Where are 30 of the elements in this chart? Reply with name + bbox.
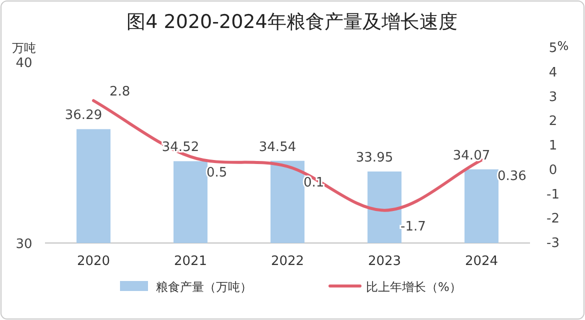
data-label: 2.8 <box>110 84 130 100</box>
y2-tick-label: 4 <box>548 65 558 80</box>
data-label: 0.36 <box>498 169 526 184</box>
y2-tick-label: 0 <box>548 162 558 178</box>
y2-tick-label: -3 <box>546 236 560 251</box>
legend-label: 粮食产量（万吨） <box>156 280 252 294</box>
data-label: 36.29 <box>64 108 102 124</box>
x-tick-label: 2024 <box>464 254 498 269</box>
y2-axis-title: % <box>557 39 569 53</box>
x-tick-label: 2023 <box>368 254 402 269</box>
y2-tick-label: -2 <box>546 212 560 227</box>
data-label: 33.95 <box>356 150 394 166</box>
x-tick-label: 2021 <box>174 254 208 269</box>
y-tick-label: 40 <box>16 56 32 71</box>
data-label: 34.54 <box>258 140 296 155</box>
y-axis-title: 万吨 <box>12 41 36 55</box>
x-tick-label: 2022 <box>270 254 304 269</box>
data-label: -1.7 <box>400 219 426 234</box>
data-label: 34.07 <box>452 148 490 164</box>
data-label: 0.1 <box>304 175 324 190</box>
x-tick-label: 2020 <box>76 254 110 269</box>
y2-tick-label: -1 <box>546 187 560 202</box>
y-tick-label: 30 <box>16 237 32 252</box>
data-label: 0.5 <box>206 166 228 181</box>
chart-title: 图4 2020-2024年粮食产量及增长速度 <box>126 11 458 33</box>
y2-tick-label: 2 <box>548 114 558 130</box>
y2-tick-label: 5 <box>548 41 558 56</box>
y2-tick-label: 3 <box>548 90 558 105</box>
legend-label: 比上年增长（%） <box>366 280 462 294</box>
y2-tick-label: 1 <box>548 138 558 154</box>
